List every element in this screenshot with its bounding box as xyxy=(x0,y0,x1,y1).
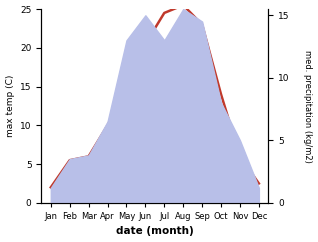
Y-axis label: med. precipitation (kg/m2): med. precipitation (kg/m2) xyxy=(303,50,313,162)
Y-axis label: max temp (C): max temp (C) xyxy=(5,75,15,137)
X-axis label: date (month): date (month) xyxy=(116,227,194,236)
